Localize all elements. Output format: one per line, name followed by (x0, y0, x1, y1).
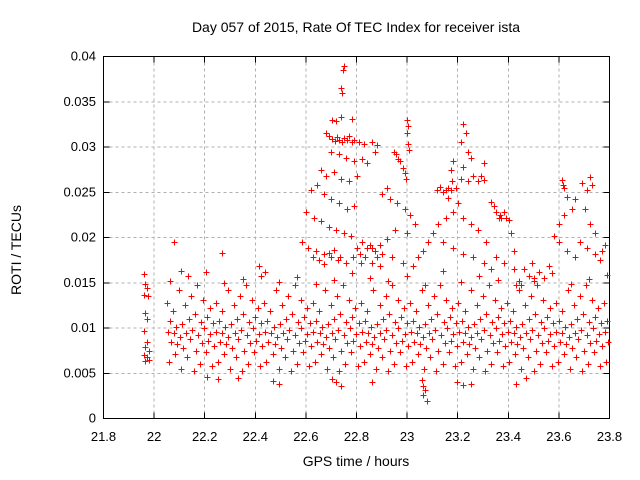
svg-text:0: 0 (89, 411, 96, 426)
svg-text:22.8: 22.8 (344, 429, 369, 444)
svg-text:23: 23 (400, 429, 414, 444)
svg-text:22.6: 22.6 (293, 429, 318, 444)
svg-text:21.8: 21.8 (91, 429, 116, 444)
svg-text:0.015: 0.015 (63, 275, 96, 290)
y-tick-labels: 0 0.005 0.01 0.015 0.02 0.025 0.03 0.035 0.04 (63, 49, 96, 426)
svg-text:0.03: 0.03 (71, 139, 96, 154)
svg-text:0.01: 0.01 (71, 320, 96, 335)
svg-text:23.4: 23.4 (496, 429, 521, 444)
svg-text:23.2: 23.2 (445, 429, 470, 444)
svg-text:22.2: 22.2 (192, 429, 217, 444)
svg-text:0.035: 0.035 (63, 94, 96, 109)
plot-border (103, 56, 610, 419)
grid-lines (103, 56, 610, 419)
svg-text:0.025: 0.025 (63, 184, 96, 199)
svg-text:22: 22 (147, 429, 161, 444)
scatter-points (141, 63, 612, 405)
axis-ticks (103, 56, 610, 419)
svg-text:0.005: 0.005 (63, 365, 96, 380)
svg-text:0.02: 0.02 (71, 230, 96, 245)
x-axis-label: GPS time / hours (302, 453, 410, 469)
svg-text:22.4: 22.4 (243, 429, 268, 444)
chart-title: Day 057 of 2015, Rate Of TEC Index for r… (191, 19, 521, 35)
svg-text:23.6: 23.6 (546, 429, 571, 444)
svg-text:23.8: 23.8 (597, 429, 622, 444)
x-tick-labels: 21.8 22 22.2 22.4 22.6 22.8 23 23.2 23.4 23.6 23.8 (91, 429, 622, 444)
svg-text:0.04: 0.04 (71, 49, 96, 64)
